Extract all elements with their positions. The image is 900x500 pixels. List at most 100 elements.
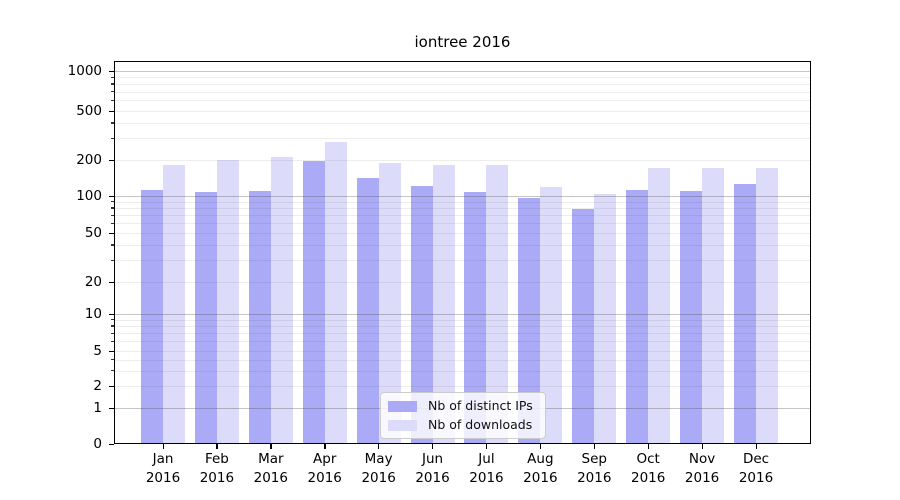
x-tick-year: 2016: [199, 470, 235, 486]
bar-distinct-ips: [194, 191, 217, 444]
x-tick-label: Feb 2016: [185, 450, 249, 488]
x-tick-month: Jan: [152, 451, 174, 467]
bar-downloads: [486, 165, 509, 444]
x-tick-year: 2016: [630, 470, 666, 486]
y-minor-tick-mark: [111, 201, 114, 203]
x-tick-mark: [485, 444, 488, 449]
gridline-major: [114, 314, 811, 315]
gridline-minor: [114, 201, 811, 203]
bar-downloads: [648, 167, 671, 444]
gridline-minor: [114, 233, 811, 234]
bar-distinct-ips: [464, 192, 487, 444]
gridline-minor: [114, 359, 811, 361]
x-tick-label: Jan 2016: [131, 450, 195, 488]
gridline-minor: [114, 111, 811, 112]
bar-distinct-ips: [518, 197, 541, 444]
x-tick-month: Feb: [204, 451, 229, 467]
x-tick-mark: [216, 444, 218, 449]
x-tick-month: Mar: [258, 451, 284, 467]
bar-downloads: [216, 160, 239, 444]
y-tick-mark: [109, 281, 114, 283]
gridline-minor: [114, 100, 811, 102]
x-tick-month: Aug: [527, 451, 554, 467]
gridline-minor: [114, 223, 811, 225]
y-tick-label: 1000: [67, 63, 102, 79]
bar-distinct-ips: [302, 161, 325, 444]
gridline-minor: [114, 351, 811, 352]
x-tick-year: 2016: [523, 470, 558, 486]
bar-distinct-ips: [410, 185, 433, 444]
y-tick-mark: [109, 313, 114, 315]
y-tick-mark: [109, 385, 114, 387]
x-tick-year: 2016: [738, 470, 774, 486]
gridline-minor: [114, 138, 811, 140]
y-minor-tick-mark: [111, 76, 114, 78]
y-minor-tick-mark: [111, 91, 114, 93]
y-minor-tick-mark: [111, 244, 114, 246]
gridline-minor: [114, 244, 811, 246]
legend-swatch: [388, 419, 417, 431]
gridline-minor: [114, 91, 811, 93]
x-tick-label: May 2016: [347, 450, 411, 488]
gridline-minor: [114, 282, 811, 283]
x-tick-label: Oct 2016: [616, 450, 680, 488]
bar-distinct-ips: [248, 191, 271, 444]
bar-distinct-ips: [141, 189, 163, 444]
y-minor-tick-mark: [111, 340, 114, 343]
legend-item: Nb of downloads: [388, 418, 533, 432]
gridline-minor: [114, 325, 811, 327]
gridline-minor: [114, 122, 811, 124]
y-minor-tick-mark: [111, 259, 114, 262]
bar-distinct-ips: [680, 190, 703, 444]
gridline-minor: [114, 77, 811, 79]
legend-label: Nb of distinct IPs: [428, 398, 533, 413]
gridline-minor: [114, 207, 811, 209]
bar-downloads: [378, 162, 401, 444]
y-minor-tick-mark: [111, 207, 114, 209]
y-minor-tick-mark: [111, 359, 114, 361]
x-tick-month: Jul: [478, 451, 495, 467]
gridlines-layer: [114, 61, 811, 444]
x-tick-month: Sep: [581, 451, 607, 467]
legend-label: Nb of downloads: [428, 417, 533, 432]
bar-downloads: [540, 186, 563, 444]
x-tick-month: Dec: [742, 451, 770, 467]
x-tick-label: Jun 2016: [401, 450, 465, 488]
bar-distinct-ips: [572, 209, 595, 444]
y-minor-tick-mark: [111, 99, 114, 102]
x-tick-year: 2016: [145, 470, 181, 486]
gridline-minor: [114, 215, 811, 217]
x-tick-mark: [755, 444, 757, 449]
y-minor-tick-mark: [111, 332, 114, 334]
x-tick-mark: [324, 444, 326, 449]
x-tick-mark: [162, 444, 164, 449]
legend-item: Nb of distinct IPs: [388, 399, 533, 413]
y-tick-mark: [109, 350, 114, 352]
x-tick-month: May: [364, 451, 393, 467]
y-tick-label: 100: [76, 188, 102, 204]
gridline-minor: [114, 341, 811, 343]
y-tick-mark: [109, 110, 114, 112]
x-tick-mark: [539, 444, 542, 449]
gridline-minor: [114, 333, 811, 335]
y-tick-mark: [109, 159, 114, 161]
bar-distinct-ips: [356, 177, 379, 444]
bar-downloads: [324, 142, 347, 444]
x-tick-month: Apr: [313, 451, 337, 467]
y-minor-tick-mark: [111, 83, 114, 85]
bar-downloads: [756, 167, 778, 444]
y-tick-label: 20: [84, 274, 102, 290]
x-tick-mark: [701, 444, 703, 449]
legend: Nb of distinct IPs Nb of downloads: [380, 392, 546, 439]
bar-downloads: [594, 194, 617, 444]
y-tick-mark: [109, 407, 114, 409]
x-tick-year: 2016: [577, 470, 612, 486]
gridline-minor: [114, 319, 811, 321]
x-tick-label: Mar 2016: [239, 450, 303, 488]
y-tick-label: 1: [93, 400, 102, 416]
y-tick-label: 10: [84, 306, 102, 322]
bar-downloads: [270, 157, 293, 444]
y-minor-tick-mark: [111, 214, 114, 216]
x-tick-mark: [593, 444, 596, 449]
